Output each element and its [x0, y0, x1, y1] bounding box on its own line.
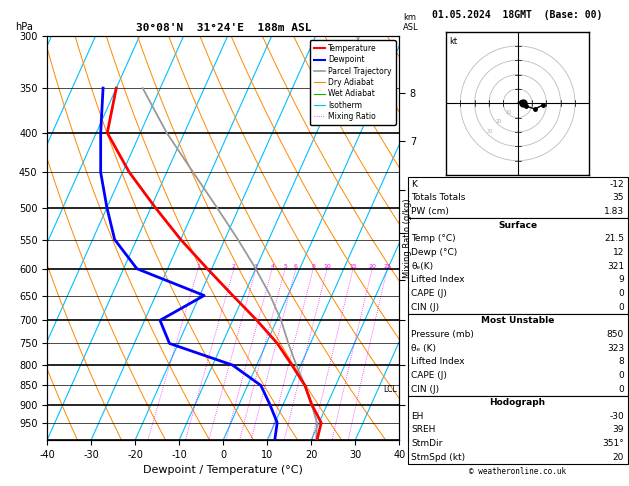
Text: 1: 1	[196, 264, 200, 269]
Text: 30: 30	[487, 129, 493, 134]
Text: kt: kt	[449, 37, 457, 46]
X-axis label: Dewpoint / Temperature (°C): Dewpoint / Temperature (°C)	[143, 465, 303, 475]
Text: Totals Totals: Totals Totals	[411, 193, 465, 202]
Text: 20: 20	[613, 453, 624, 462]
Text: hPa: hPa	[16, 22, 33, 33]
Text: LCL: LCL	[384, 385, 398, 394]
Text: 25: 25	[383, 264, 391, 269]
Text: 20: 20	[368, 264, 376, 269]
Text: 8: 8	[618, 357, 624, 366]
Text: 323: 323	[607, 344, 624, 352]
Text: 01.05.2024  18GMT  (Base: 00): 01.05.2024 18GMT (Base: 00)	[433, 10, 603, 20]
Text: 6: 6	[294, 264, 298, 269]
Text: Most Unstable: Most Unstable	[481, 316, 554, 325]
Text: 4: 4	[270, 264, 274, 269]
Text: 10: 10	[505, 110, 511, 115]
Text: © weatheronline.co.uk: © weatheronline.co.uk	[469, 467, 566, 476]
Text: Hodograph: Hodograph	[489, 398, 546, 407]
Text: K: K	[411, 180, 417, 189]
Text: Mixing Ratio (g/kg): Mixing Ratio (g/kg)	[403, 198, 411, 278]
Text: Lifted Index: Lifted Index	[411, 275, 465, 284]
Text: 9: 9	[618, 275, 624, 284]
Text: CIN (J): CIN (J)	[411, 303, 440, 312]
Text: 0: 0	[618, 384, 624, 394]
Text: Lifted Index: Lifted Index	[411, 357, 465, 366]
Text: StmDir: StmDir	[411, 439, 443, 448]
Text: 20: 20	[496, 120, 502, 124]
Text: km
ASL: km ASL	[403, 13, 418, 33]
Text: 10: 10	[323, 264, 331, 269]
Text: Pressure (mb): Pressure (mb)	[411, 330, 474, 339]
Text: 2: 2	[232, 264, 236, 269]
Text: 12: 12	[613, 248, 624, 257]
Text: 1.83: 1.83	[604, 207, 624, 216]
Text: 3: 3	[254, 264, 258, 269]
Text: 0: 0	[618, 371, 624, 380]
Legend: Temperature, Dewpoint, Parcel Trajectory, Dry Adiabat, Wet Adiabat, Isotherm, Mi: Temperature, Dewpoint, Parcel Trajectory…	[310, 40, 396, 124]
Text: CIN (J): CIN (J)	[411, 384, 440, 394]
Text: 321: 321	[607, 261, 624, 271]
Text: 850: 850	[607, 330, 624, 339]
Text: 8: 8	[311, 264, 315, 269]
Text: -12: -12	[610, 180, 624, 189]
Text: PW (cm): PW (cm)	[411, 207, 449, 216]
Text: CAPE (J): CAPE (J)	[411, 371, 447, 380]
Text: 15: 15	[349, 264, 357, 269]
Text: 0: 0	[618, 303, 624, 312]
Text: 39: 39	[613, 426, 624, 434]
Text: Temp (°C): Temp (°C)	[411, 234, 456, 243]
Text: EH: EH	[411, 412, 424, 421]
Title: 30°08'N  31°24'E  188m ASL: 30°08'N 31°24'E 188m ASL	[135, 23, 311, 33]
Text: Surface: Surface	[498, 221, 537, 230]
Text: 351°: 351°	[602, 439, 624, 448]
Text: -30: -30	[610, 412, 624, 421]
Text: 5: 5	[283, 264, 287, 269]
Text: 0: 0	[618, 289, 624, 298]
Text: Dewp (°C): Dewp (°C)	[411, 248, 458, 257]
Text: θₑ (K): θₑ (K)	[411, 344, 437, 352]
Text: CAPE (J): CAPE (J)	[411, 289, 447, 298]
Text: 35: 35	[613, 193, 624, 202]
Text: 21.5: 21.5	[604, 234, 624, 243]
Text: θₑ(K): θₑ(K)	[411, 261, 433, 271]
Text: SREH: SREH	[411, 426, 436, 434]
Text: StmSpd (kt): StmSpd (kt)	[411, 453, 465, 462]
